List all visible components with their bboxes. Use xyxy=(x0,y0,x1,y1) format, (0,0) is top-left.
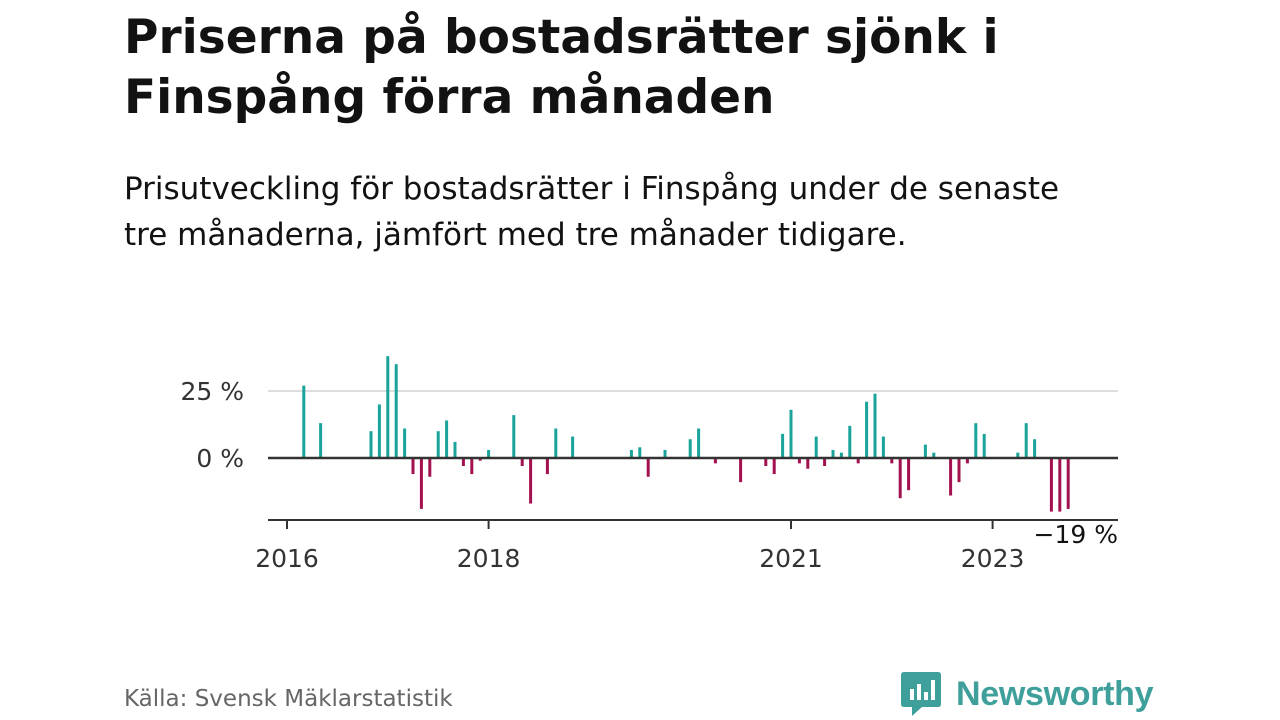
bar xyxy=(545,458,549,475)
bar xyxy=(1033,439,1037,458)
bar xyxy=(428,458,432,477)
last-value-label: −19 % xyxy=(1034,520,1118,549)
bar xyxy=(688,439,692,458)
bar xyxy=(487,449,491,458)
bar xyxy=(797,458,801,464)
bar xyxy=(445,420,449,458)
bar xyxy=(629,449,633,458)
y-tick-label: 0 % xyxy=(196,444,244,473)
bar xyxy=(1066,458,1070,509)
bar xyxy=(814,436,818,458)
bar xyxy=(638,447,642,458)
bar xyxy=(949,458,953,496)
bar xyxy=(848,425,852,458)
bar xyxy=(907,458,911,491)
bar xyxy=(965,458,969,464)
bar xyxy=(865,401,869,458)
x-tick-label: 2018 xyxy=(457,544,521,573)
newsworthy-logo[interactable]: Newsworthy xyxy=(900,670,1154,718)
bar xyxy=(571,436,575,458)
bar xyxy=(764,458,768,467)
bar xyxy=(554,428,558,458)
bar xyxy=(436,431,440,458)
bar-chart: 0 % 25 % 2016 2018 2021 2023 −19 % xyxy=(180,356,1121,573)
bar xyxy=(713,458,717,464)
bar xyxy=(957,458,961,483)
bar xyxy=(646,458,650,477)
bar xyxy=(806,458,810,469)
x-tick-label: 2023 xyxy=(961,544,1025,573)
bar xyxy=(739,458,743,483)
bar xyxy=(873,393,877,458)
bar xyxy=(461,458,465,467)
bar xyxy=(470,458,474,475)
newsworthy-logo-text: Newsworthy xyxy=(956,674,1154,713)
bar xyxy=(1016,452,1020,458)
x-tick-label: 2016 xyxy=(255,544,319,573)
bar xyxy=(386,356,390,458)
bar xyxy=(898,458,902,499)
bar xyxy=(419,458,423,509)
y-tick-label: 25 % xyxy=(180,377,244,406)
bar xyxy=(772,458,776,475)
bar xyxy=(663,449,667,458)
bar xyxy=(697,428,701,458)
bar xyxy=(932,452,936,458)
bar xyxy=(890,458,894,464)
bar xyxy=(512,415,516,458)
bar xyxy=(982,433,986,458)
bar xyxy=(839,452,843,458)
bar xyxy=(1058,458,1062,512)
bar xyxy=(529,458,533,504)
bar xyxy=(1049,458,1053,512)
bar xyxy=(1024,423,1028,458)
newsworthy-logo-icon xyxy=(901,672,941,716)
bar xyxy=(377,404,381,458)
bar xyxy=(856,458,860,464)
x-tick-label: 2021 xyxy=(759,544,823,573)
bar xyxy=(974,423,978,458)
bar xyxy=(789,409,793,458)
bar xyxy=(403,428,407,458)
bar xyxy=(319,423,323,458)
bar xyxy=(823,458,827,467)
bar xyxy=(453,441,457,458)
source-note: Källa: Svensk Mäklarstatistik xyxy=(124,686,453,712)
chart-title: Priserna på bostadsrätter sjönk i Finspå… xyxy=(124,10,999,125)
bar xyxy=(369,431,373,458)
bar xyxy=(923,444,927,458)
chart-subtitle: Prisutveckling för bostadsrätter i Finsp… xyxy=(124,171,1060,253)
bar xyxy=(831,449,835,458)
bar xyxy=(411,458,415,475)
bar xyxy=(881,436,885,458)
bar xyxy=(394,364,398,458)
bar xyxy=(302,385,306,458)
bar xyxy=(781,433,785,458)
bar xyxy=(478,458,482,461)
bar xyxy=(520,458,524,467)
